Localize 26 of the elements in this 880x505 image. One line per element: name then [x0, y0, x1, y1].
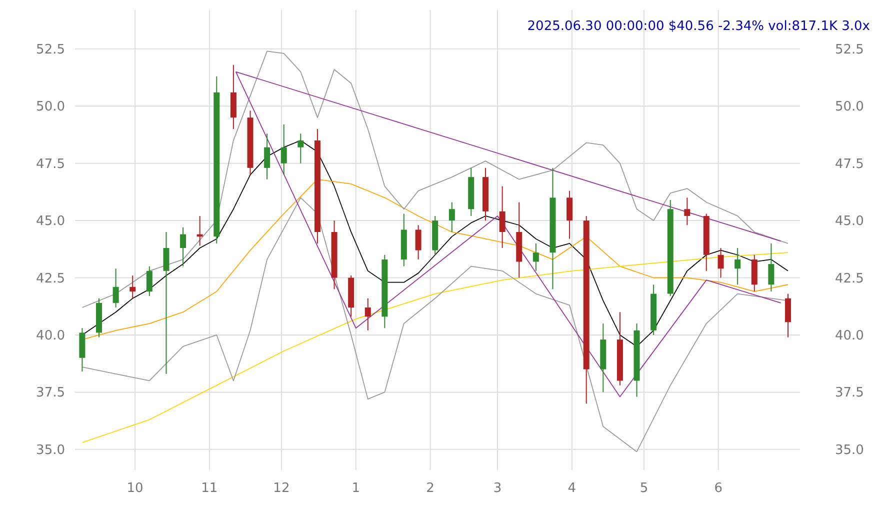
y2-tick-label: 35.0: [835, 442, 864, 458]
y-tick-label: 42.5: [36, 271, 65, 286]
y2-tick-label: 40.0: [835, 328, 864, 344]
x-tick-label: 12: [273, 481, 290, 496]
y2-tick-label: 52.5: [835, 42, 864, 58]
x-tick-label: 10: [126, 481, 144, 496]
y-tick-label: 47.5: [36, 156, 65, 172]
x-tick-label: 3: [493, 481, 502, 496]
y2-tick-label: 45.0: [835, 214, 864, 230]
y2-tick-label: 47.5: [835, 156, 864, 172]
y-tick-label: 45.0: [36, 214, 65, 230]
x-tick-label: 4: [568, 481, 576, 496]
y-tick-label: 37.5: [36, 386, 65, 401]
y2-tick-label: 42.5: [835, 271, 864, 286]
y-tick-label: 35.0: [36, 442, 65, 458]
y-tick-label: 52.5: [36, 42, 65, 58]
x-tick-label: 6: [714, 481, 723, 496]
x-tick-label: 5: [640, 481, 648, 496]
y-tick-label: 40.0: [36, 328, 65, 344]
x-tick-label: 11: [201, 481, 218, 496]
x-tick-label: 1: [352, 481, 360, 496]
y2-tick-label: 37.5: [835, 386, 864, 401]
text: 2025.06.30 00:00:00 $40.56 -2.34% vol:817.1K 3.0x: [527, 19, 870, 34]
x-tick-label: 2: [426, 481, 434, 496]
y-tick-label: 50.0: [36, 100, 65, 115]
y2-tick-label: 50.0: [835, 100, 864, 115]
